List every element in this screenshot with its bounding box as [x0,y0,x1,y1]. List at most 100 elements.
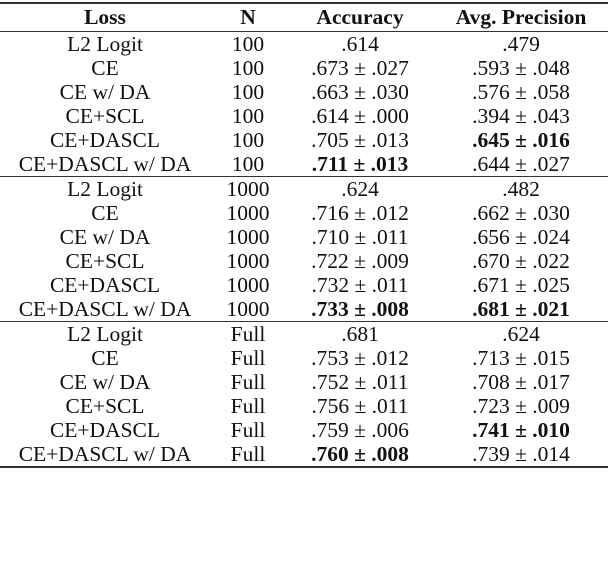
avg-precision-cell-text: .656 ± .024 [472,225,570,249]
loss-cell: CE+SCL [0,249,210,273]
accuracy-cell-text: .710 ± .011 [311,225,409,249]
accuracy-cell-text: .681 [341,322,379,346]
n-cell-text: Full [230,322,266,346]
loss-cell: L2 Logit [0,177,210,201]
accuracy-cell: .673 ± .027 [286,56,434,80]
avg-precision-cell: .593 ± .048 [434,56,608,80]
avg-precision-cell: .739 ± .014 [434,442,608,467]
n-cell-text: 100 [231,56,265,80]
header-n: N [240,5,256,29]
accuracy-cell: .733 ± .008 [286,297,434,322]
accuracy-cell-text: .673 ± .027 [311,56,409,80]
table-row: CE+DASCL w/ DA 100 .711 ± .013 .644 ± .027 [0,152,608,177]
avg-precision-cell-text: .624 [502,322,540,346]
n-cell-text: 100 [231,152,265,176]
loss-cell-text: CE w/ DA [59,370,151,394]
loss-cell-text: CE+DASCL [49,128,161,152]
n-cell-text: Full [230,442,266,466]
n-cell: 100 [210,128,286,152]
n-cell: Full [210,418,286,442]
accuracy-cell-text: .752 ± .011 [311,370,409,394]
accuracy-cell: .681 [286,322,434,346]
avg-precision-cell: .708 ± .017 [434,370,608,394]
n-cell-text: 100 [231,104,265,128]
avg-precision-cell: .645 ± .016 [434,128,608,152]
accuracy-cell-text: .756 ± .011 [311,394,409,418]
avg-precision-cell: .644 ± .027 [434,152,608,177]
accuracy-cell-text: .711 ± .013 [311,152,409,176]
avg-precision-cell-text: .741 ± .010 [472,418,570,442]
loss-cell-text: L2 Logit [67,32,143,56]
n-cell-text: 1000 [226,177,270,201]
accuracy-cell: .760 ± .008 [286,442,434,467]
accuracy-cell: .759 ± .006 [286,418,434,442]
avg-precision-cell: .671 ± .025 [434,273,608,297]
avg-precision-cell-text: .593 ± .048 [472,56,570,80]
accuracy-cell: .710 ± .011 [286,225,434,249]
table-row: CE+SCL Full .756 ± .011 .723 ± .009 [0,394,608,418]
avg-precision-cell: .681 ± .021 [434,297,608,322]
avg-precision-cell: .624 [434,322,608,346]
n-cell: 100 [210,56,286,80]
loss-cell: CE+DASCL [0,128,210,152]
n-cell: 100 [210,104,286,128]
n-cell-text: 1000 [226,249,270,273]
loss-cell-text: CE+SCL [65,249,145,273]
avg-precision-cell-text: .713 ± .015 [472,346,570,370]
accuracy-cell: .722 ± .009 [286,249,434,273]
avg-precision-cell-text: .394 ± .043 [472,104,570,128]
section-n-1000: L2 Logit 1000 .624 .482 CE 1000 .716 ± .012 .66… [0,177,608,322]
accuracy-cell: .614 ± .000 [286,104,434,128]
accuracy-cell-text: .759 ± .006 [311,418,409,442]
loss-cell-text: CE+DASCL [49,418,161,442]
table-row: L2 Logit 1000 .624 .482 [0,177,608,201]
loss-cell-text: CE+DASCL w/ DA [18,152,192,176]
n-cell: 1000 [210,249,286,273]
loss-cell: CE w/ DA [0,225,210,249]
accuracy-cell: .705 ± .013 [286,128,434,152]
accuracy-cell-text: .663 ± .030 [311,80,409,104]
avg-precision-cell: .576 ± .058 [434,80,608,104]
avg-precision-cell-text: .482 [502,177,540,201]
loss-cell-text: CE+DASCL w/ DA [18,442,192,466]
loss-cell-text: CE+SCL [65,104,145,128]
avg-precision-cell-text: .645 ± .016 [472,128,570,152]
avg-precision-cell-text: .576 ± .058 [472,80,570,104]
loss-cell-text: CE w/ DA [59,225,151,249]
loss-cell: CE+DASCL [0,418,210,442]
accuracy-cell: .711 ± .013 [286,152,434,177]
n-cell: Full [210,442,286,467]
accuracy-cell: .753 ± .012 [286,346,434,370]
loss-cell-text: CE [91,201,119,225]
avg-precision-cell-text: .739 ± .014 [472,442,570,466]
n-cell-text: 1000 [226,225,270,249]
loss-cell: L2 Logit [0,32,210,56]
n-cell: Full [210,346,286,370]
header-loss: Loss [84,5,126,29]
accuracy-cell-text: .733 ± .008 [311,297,409,321]
n-cell: 100 [210,80,286,104]
table-row: CE 1000 .716 ± .012 .662 ± .030 [0,201,608,225]
n-cell-text: Full [230,346,266,370]
header-accuracy: Accuracy [316,5,404,29]
avg-precision-cell-text: .681 ± .021 [472,297,570,321]
n-cell: 100 [210,32,286,56]
loss-cell-text: CE+SCL [65,394,145,418]
avg-precision-cell: .662 ± .030 [434,201,608,225]
section-n-full: L2 Logit Full .681 .624 CE Full .753 ± .012 .71… [0,322,608,467]
accuracy-cell: .732 ± .011 [286,273,434,297]
results-table: Loss N Accuracy Avg. Precision L2 Logit 1… [0,2,608,468]
loss-cell: CE+DASCL w/ DA [0,297,210,322]
loss-cell: CE+DASCL w/ DA [0,442,210,467]
loss-cell: CE w/ DA [0,370,210,394]
table-row: CE w/ DA 1000 .710 ± .011 .656 ± .024 [0,225,608,249]
n-cell: Full [210,370,286,394]
n-cell-text: 100 [231,32,265,56]
table-row: CE+DASCL w/ DA 1000 .733 ± .008 .681 ± .021 [0,297,608,322]
accuracy-cell: .624 [286,177,434,201]
loss-cell-text: CE [91,56,119,80]
n-cell: 1000 [210,177,286,201]
table-row: CE w/ DA 100 .663 ± .030 .576 ± .058 [0,80,608,104]
table-row: L2 Logit Full .681 .624 [0,322,608,346]
loss-cell: CE+DASCL [0,273,210,297]
